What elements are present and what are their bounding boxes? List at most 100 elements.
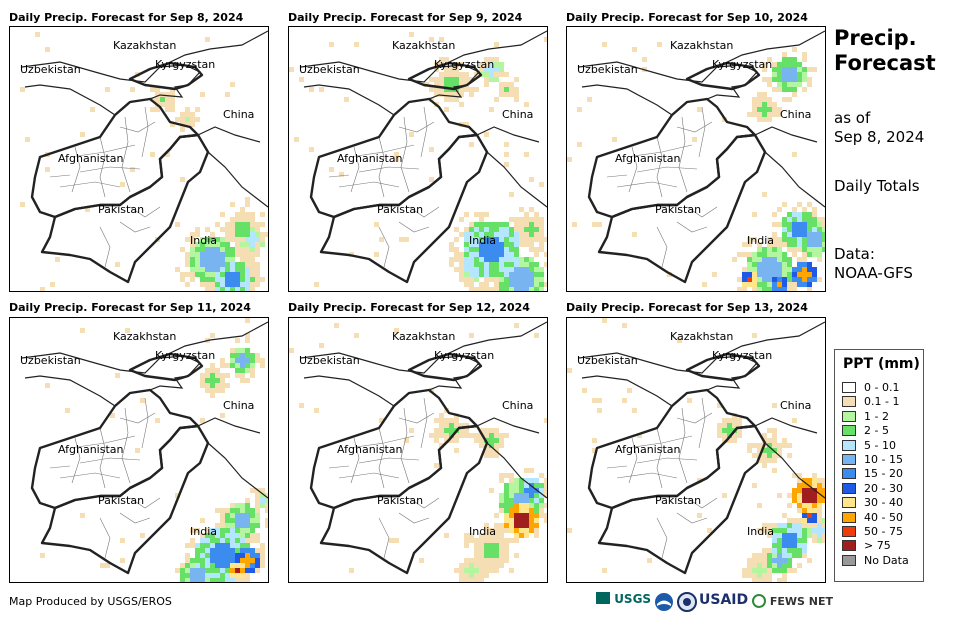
precip-cell (577, 142, 582, 147)
precip-cell (777, 67, 782, 72)
globe-icon (752, 594, 766, 608)
focus-country-border (407, 352, 483, 382)
precip-cell (240, 368, 245, 373)
precip-cell (499, 222, 504, 227)
precip-cell (802, 493, 807, 498)
precip-cell (529, 272, 534, 277)
precip-cell (469, 87, 474, 92)
precip-cell (534, 508, 539, 513)
precip-cell (235, 553, 240, 558)
precip-cell (787, 237, 792, 242)
precip-cell (772, 403, 777, 408)
precip-cell (797, 508, 802, 513)
precip-cell (250, 508, 255, 513)
precip-cell (429, 177, 434, 182)
precip-cell (205, 227, 210, 232)
precip-cell (444, 82, 449, 87)
precip-cell (752, 443, 757, 448)
precip-cell (509, 237, 514, 242)
precip-cell (230, 277, 235, 282)
precip-cell (534, 503, 539, 508)
precip-cell (240, 287, 245, 291)
precip-cell (45, 383, 50, 388)
precip-cell (792, 57, 797, 62)
precip-cell (524, 242, 529, 247)
precip-cell (185, 237, 190, 242)
country-label-china: China (223, 399, 255, 412)
precip-cell (534, 498, 539, 503)
precip-cell (479, 428, 484, 433)
precip-cell (439, 37, 444, 42)
precip-cell (807, 287, 812, 291)
precip-cell (817, 252, 822, 257)
admin-boundary (400, 407, 410, 484)
precip-cell (434, 463, 439, 468)
precip-cell (742, 568, 747, 573)
precip-cell (479, 62, 484, 67)
precip-cell (757, 282, 762, 287)
precip-cell (782, 87, 787, 92)
precip-cell (797, 478, 802, 483)
precip-cell (190, 117, 195, 122)
precip-cell (499, 553, 504, 558)
legend-label: 0 - 0.1 (864, 381, 900, 394)
precip-cell (444, 67, 449, 72)
precip-cell (484, 82, 489, 87)
precip-cell (245, 523, 250, 528)
precip-cell (245, 378, 250, 383)
precip-cell (185, 257, 190, 262)
precip-cell (250, 287, 255, 291)
precip-cell (807, 558, 812, 563)
precip-cell (514, 528, 519, 533)
precip-cell (205, 267, 210, 272)
precip-cell (484, 77, 489, 82)
precip-cell (479, 287, 484, 291)
precip-cell (777, 72, 782, 77)
precip-cell (235, 237, 240, 242)
country-border (764, 442, 825, 499)
precip-cell (524, 232, 529, 237)
precip-cell (459, 92, 464, 97)
precip-cell (529, 232, 534, 237)
precip-cell (494, 242, 499, 247)
precip-cell (210, 267, 215, 272)
focus-country-border (128, 352, 204, 382)
precip-cell (772, 212, 777, 217)
precip-cell (812, 523, 817, 528)
precip-cell (504, 242, 509, 247)
precip-cell (210, 247, 215, 252)
precip-cell (190, 568, 195, 573)
precip-cell (514, 237, 519, 242)
precip-cell (235, 573, 240, 578)
precip-cell (210, 242, 215, 247)
precip-cell (787, 277, 792, 282)
precip-cell (255, 538, 260, 543)
precip-cell (474, 563, 479, 568)
map-canvas (567, 318, 825, 582)
precip-cell (797, 553, 802, 558)
precip-cell (479, 212, 484, 217)
precip-cell (484, 67, 489, 72)
precip-cell (459, 232, 464, 237)
precip-cell (469, 578, 474, 582)
precip-cell (792, 528, 797, 533)
precip-cell (509, 227, 514, 232)
precip-cell (494, 443, 499, 448)
precip-cell (220, 212, 225, 217)
admin-boundary (121, 116, 131, 193)
precip-cell (812, 67, 817, 72)
admin-boundary (636, 166, 698, 173)
precip-cell (210, 333, 215, 338)
precip-cell (797, 523, 802, 528)
precip-cell (504, 222, 509, 227)
precip-cell (494, 232, 499, 237)
precip-cell (250, 277, 255, 282)
precip-cell (245, 498, 250, 503)
precip-cell (215, 383, 220, 388)
precip-cell (772, 433, 777, 438)
country-label-afghanistan: Afghanistan (58, 152, 124, 165)
precip-cell (240, 257, 245, 262)
admin-boundary (69, 144, 136, 158)
precip-cell (494, 227, 499, 232)
precip-cell (449, 428, 454, 433)
